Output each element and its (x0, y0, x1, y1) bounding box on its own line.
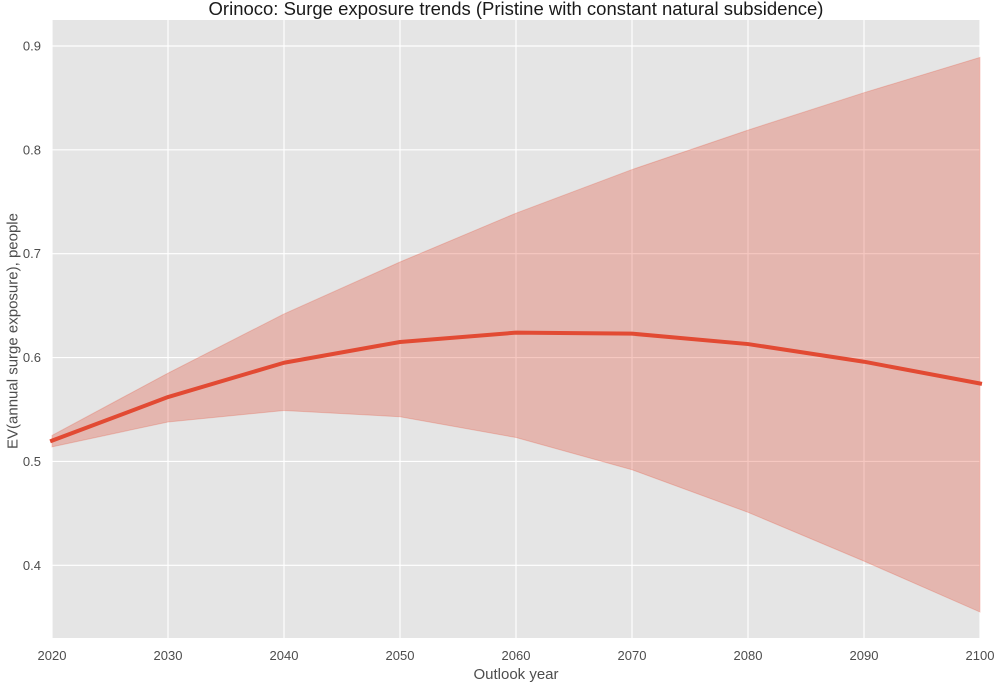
x-tick-labels: 2020 2030 2040 2050 2060 2070 2080 2090 2100 (38, 648, 995, 663)
chart-title: Orinoco: Surge exposure trends (Pristine… (209, 0, 824, 19)
series-line (49, 330, 983, 444)
x-tick-label: 2090 (850, 648, 879, 663)
y-axis-title: EV(annual surge exposure), people (4, 213, 21, 449)
series-line-layer (49, 330, 983, 444)
y-tick-label: 0.6 (23, 350, 41, 365)
x-tick-label: 2050 (386, 648, 415, 663)
y-tick-label: 0.9 (23, 38, 41, 53)
y-tick-label: 0.4 (23, 558, 41, 573)
x-tick-label: 2030 (154, 648, 183, 663)
y-tick-labels: 0.4 0.5 0.6 0.7 0.8 0.9 (23, 38, 41, 572)
y-tick-label: 0.5 (23, 454, 41, 469)
grid (51, 20, 981, 638)
y-tick-label: 0.7 (23, 246, 41, 261)
x-tick-label: 2080 (734, 648, 763, 663)
x-tick-label: 2020 (38, 648, 67, 663)
x-tick-label: 2100 (966, 648, 995, 663)
x-tick-label: 2070 (618, 648, 647, 663)
confidence-band-layer (51, 56, 981, 613)
x-tick-label: 2060 (502, 648, 531, 663)
x-axis-title: Outlook year (473, 666, 558, 683)
x-tick-label: 2040 (270, 648, 299, 663)
y-tick-label: 0.8 (23, 142, 41, 157)
confidence-band (51, 56, 981, 613)
